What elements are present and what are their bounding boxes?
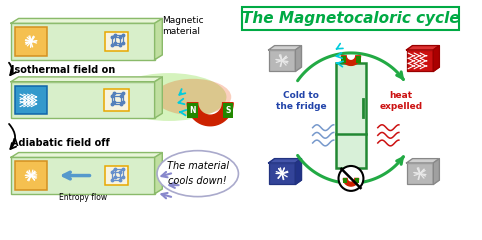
FancyBboxPatch shape	[15, 161, 47, 190]
Ellipse shape	[155, 79, 231, 115]
Polygon shape	[295, 159, 301, 184]
Polygon shape	[295, 46, 301, 71]
Ellipse shape	[157, 151, 239, 197]
Polygon shape	[341, 56, 361, 66]
FancyBboxPatch shape	[15, 85, 47, 114]
Bar	[356, 56, 361, 63]
Text: The material: The material	[167, 161, 229, 171]
Polygon shape	[433, 46, 440, 71]
FancyBboxPatch shape	[268, 50, 295, 71]
Text: N: N	[189, 106, 196, 115]
FancyBboxPatch shape	[104, 89, 129, 111]
FancyBboxPatch shape	[11, 157, 155, 194]
Text: Magnetic
material: Magnetic material	[162, 16, 204, 36]
Text: cools down!: cools down!	[168, 176, 227, 186]
FancyBboxPatch shape	[105, 31, 128, 51]
Polygon shape	[187, 103, 233, 126]
FancyBboxPatch shape	[406, 163, 433, 184]
FancyBboxPatch shape	[15, 27, 47, 56]
FancyBboxPatch shape	[268, 163, 295, 184]
Text: S: S	[225, 106, 230, 115]
Polygon shape	[406, 46, 440, 50]
Bar	[341, 56, 346, 63]
Polygon shape	[433, 159, 440, 184]
Text: heat
expelled: heat expelled	[379, 91, 422, 111]
Ellipse shape	[111, 73, 227, 121]
FancyBboxPatch shape	[11, 82, 155, 118]
Text: Isothermal field on: Isothermal field on	[11, 65, 115, 75]
Bar	[343, 178, 347, 183]
Polygon shape	[155, 18, 162, 60]
FancyBboxPatch shape	[406, 50, 433, 71]
Bar	[187, 103, 198, 118]
FancyBboxPatch shape	[335, 63, 366, 168]
FancyBboxPatch shape	[242, 7, 459, 30]
Text: Adiabatic field off: Adiabatic field off	[11, 138, 110, 148]
Polygon shape	[11, 18, 162, 23]
Polygon shape	[268, 159, 301, 163]
Polygon shape	[155, 77, 162, 118]
Text: The Magnetocaloric cycle: The Magnetocaloric cycle	[242, 11, 460, 26]
Polygon shape	[343, 178, 359, 186]
Polygon shape	[11, 153, 162, 157]
Text: Cold to
the fridge: Cold to the fridge	[276, 91, 326, 111]
Bar	[355, 178, 359, 183]
Bar	[223, 103, 233, 118]
Polygon shape	[406, 159, 440, 163]
Polygon shape	[268, 46, 301, 50]
Polygon shape	[11, 77, 162, 82]
Polygon shape	[155, 153, 162, 194]
Text: Entropy flow: Entropy flow	[59, 193, 107, 202]
FancyBboxPatch shape	[105, 166, 128, 186]
Circle shape	[338, 166, 363, 191]
FancyBboxPatch shape	[11, 23, 155, 60]
